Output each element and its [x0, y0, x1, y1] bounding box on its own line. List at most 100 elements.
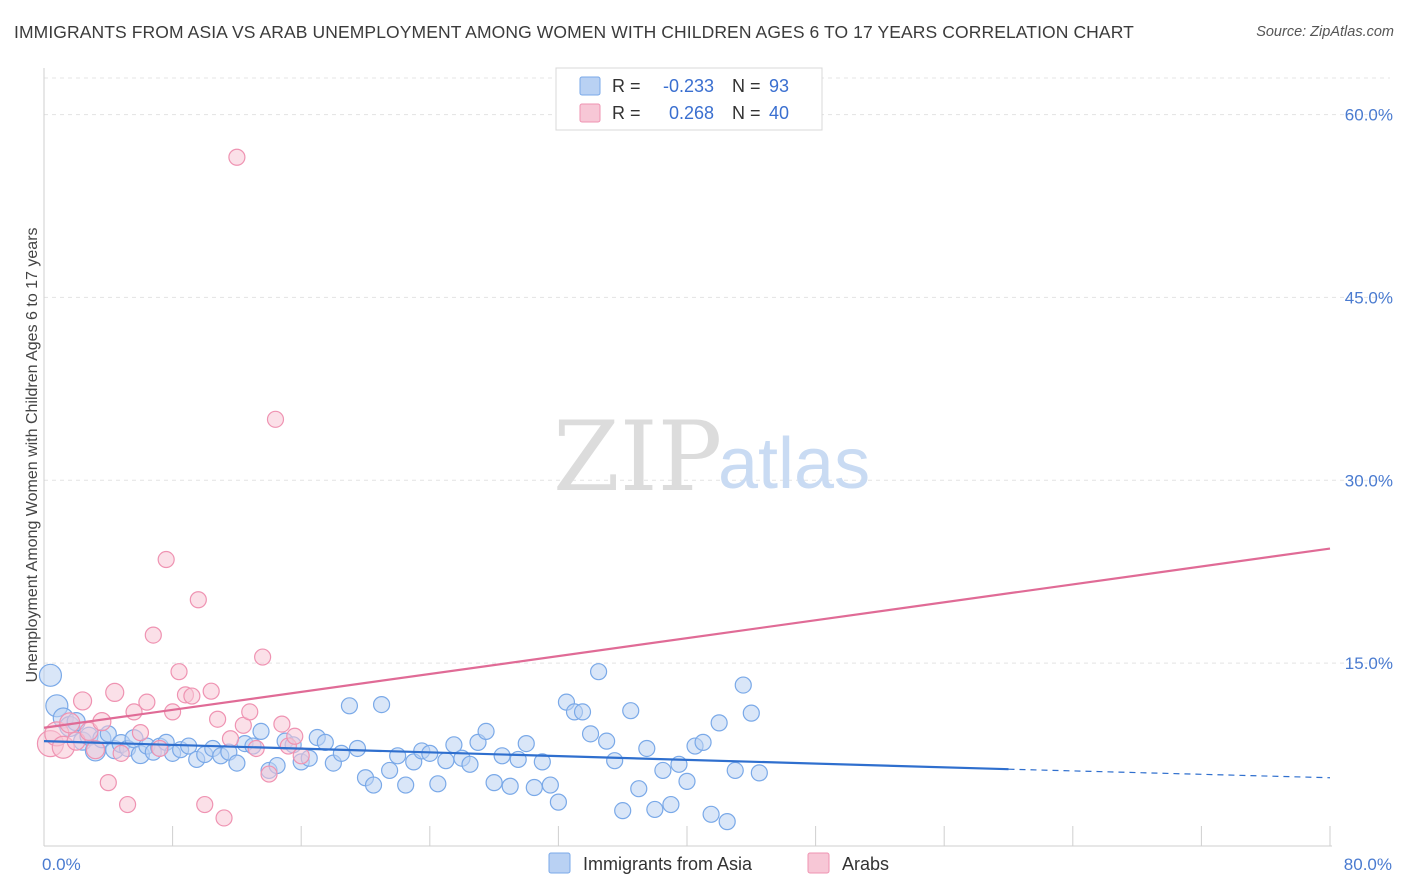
arab-point [202, 682, 220, 700]
legend-swatch [579, 103, 601, 123]
legend-series-swatch [548, 852, 571, 874]
arab-point [266, 410, 285, 428]
asia-point [630, 780, 648, 798]
asia-point [710, 714, 728, 732]
asia-point [702, 805, 720, 823]
asia-point [493, 747, 511, 765]
legend-swatch [579, 76, 601, 96]
legend-r-value: 0.268 [669, 103, 714, 123]
arab-point [196, 795, 214, 814]
asia-point [638, 739, 656, 758]
asia-point [381, 761, 399, 780]
arab-point [105, 682, 125, 703]
asia-point [541, 776, 559, 794]
asia-point [228, 754, 246, 772]
legend-r-label: R = [612, 103, 641, 123]
arab-point [118, 795, 137, 814]
asia-trend-line [43, 740, 1009, 771]
arab-point [131, 724, 150, 742]
arab-point [112, 744, 130, 762]
grid-lines [44, 77, 1390, 664]
legend-n-label: N = [732, 103, 761, 123]
asia-point [581, 725, 600, 743]
asia-point [340, 697, 359, 715]
asia-point [477, 722, 495, 741]
arab-point [72, 691, 93, 711]
legend-series-label: Immigrants from Asia [583, 854, 753, 874]
asia-point [372, 695, 391, 714]
asia-point [573, 703, 592, 721]
asia-point [598, 732, 616, 750]
trend-lines [43, 547, 1331, 779]
watermark-atlas: atlas [718, 424, 870, 504]
asia-point [364, 776, 383, 794]
legend-series-label: Arabs [842, 854, 889, 874]
asia-point [614, 802, 632, 820]
asia-point [485, 774, 503, 792]
y-tick-label: 60.0% [1345, 106, 1393, 125]
y-tick-label: 30.0% [1345, 471, 1393, 490]
asia-point [646, 800, 664, 819]
legend-n-value: 40 [769, 103, 789, 123]
asia-point [694, 733, 712, 751]
legend-n-value: 93 [769, 76, 789, 96]
asia-point [437, 752, 455, 770]
asia-point [742, 704, 760, 722]
arab-point [215, 809, 233, 827]
legend-series: Immigrants from Asia Arabs [548, 852, 889, 874]
watermark: ZIP atlas [553, 401, 870, 513]
arab-point [241, 703, 259, 721]
arab-point [292, 747, 310, 765]
asia-point [397, 776, 415, 794]
arab-point [138, 693, 156, 711]
y-tick-label: 15.0% [1345, 654, 1393, 673]
asia-point [678, 772, 696, 790]
arab-point [164, 703, 182, 721]
axes [43, 68, 1332, 847]
asia-point [622, 702, 640, 720]
y-tick-label: 45.0% [1345, 288, 1393, 307]
arab-point [151, 739, 169, 758]
y-axis-title: Unemployment Among Women with Children A… [24, 227, 41, 682]
arab-point [170, 663, 188, 681]
arab-point [189, 591, 207, 609]
asia-point [533, 753, 551, 771]
arab-point [99, 774, 117, 792]
asia-point [734, 676, 752, 694]
x-tick-label-min: 0.0% [42, 855, 81, 874]
asia-point [252, 722, 270, 741]
arab-point [144, 626, 162, 644]
arab-point [286, 727, 304, 745]
arab-point [157, 550, 175, 569]
arab-point [221, 730, 240, 748]
asia-point [654, 761, 672, 780]
legend-r-label: R = [612, 76, 641, 96]
asia-point [517, 734, 535, 753]
asia-point [348, 739, 367, 758]
asia-trend-extension [1008, 768, 1331, 779]
arab-point [260, 765, 278, 783]
arab-point [183, 687, 201, 705]
asia-point [332, 744, 350, 762]
arab-point [228, 148, 246, 166]
asia-point [429, 775, 447, 793]
y-tick-labels: 15.0% 30.0% 45.0% 60.0% [1345, 106, 1393, 674]
asia-point [316, 733, 334, 751]
watermark-zip: ZIP [553, 401, 722, 513]
asia-point [606, 752, 624, 770]
arab-point [85, 740, 106, 760]
chart-title: IMMIGRANTS FROM ASIA VS ARAB UNEMPLOYMEN… [14, 22, 1134, 42]
asia-point [461, 755, 479, 773]
asia-point [589, 663, 608, 681]
legend-stats: R = -0.233 N = 93 R = 0.268 N = 40 [555, 67, 823, 131]
asia-point [525, 778, 543, 797]
asia-point [718, 813, 736, 831]
arab-point [254, 648, 272, 666]
asia-point [549, 793, 568, 811]
asia-point [750, 764, 768, 782]
asia-point [726, 761, 744, 780]
asia-point [501, 777, 519, 795]
legend-series-swatch [807, 852, 830, 874]
arab-point [209, 710, 227, 728]
